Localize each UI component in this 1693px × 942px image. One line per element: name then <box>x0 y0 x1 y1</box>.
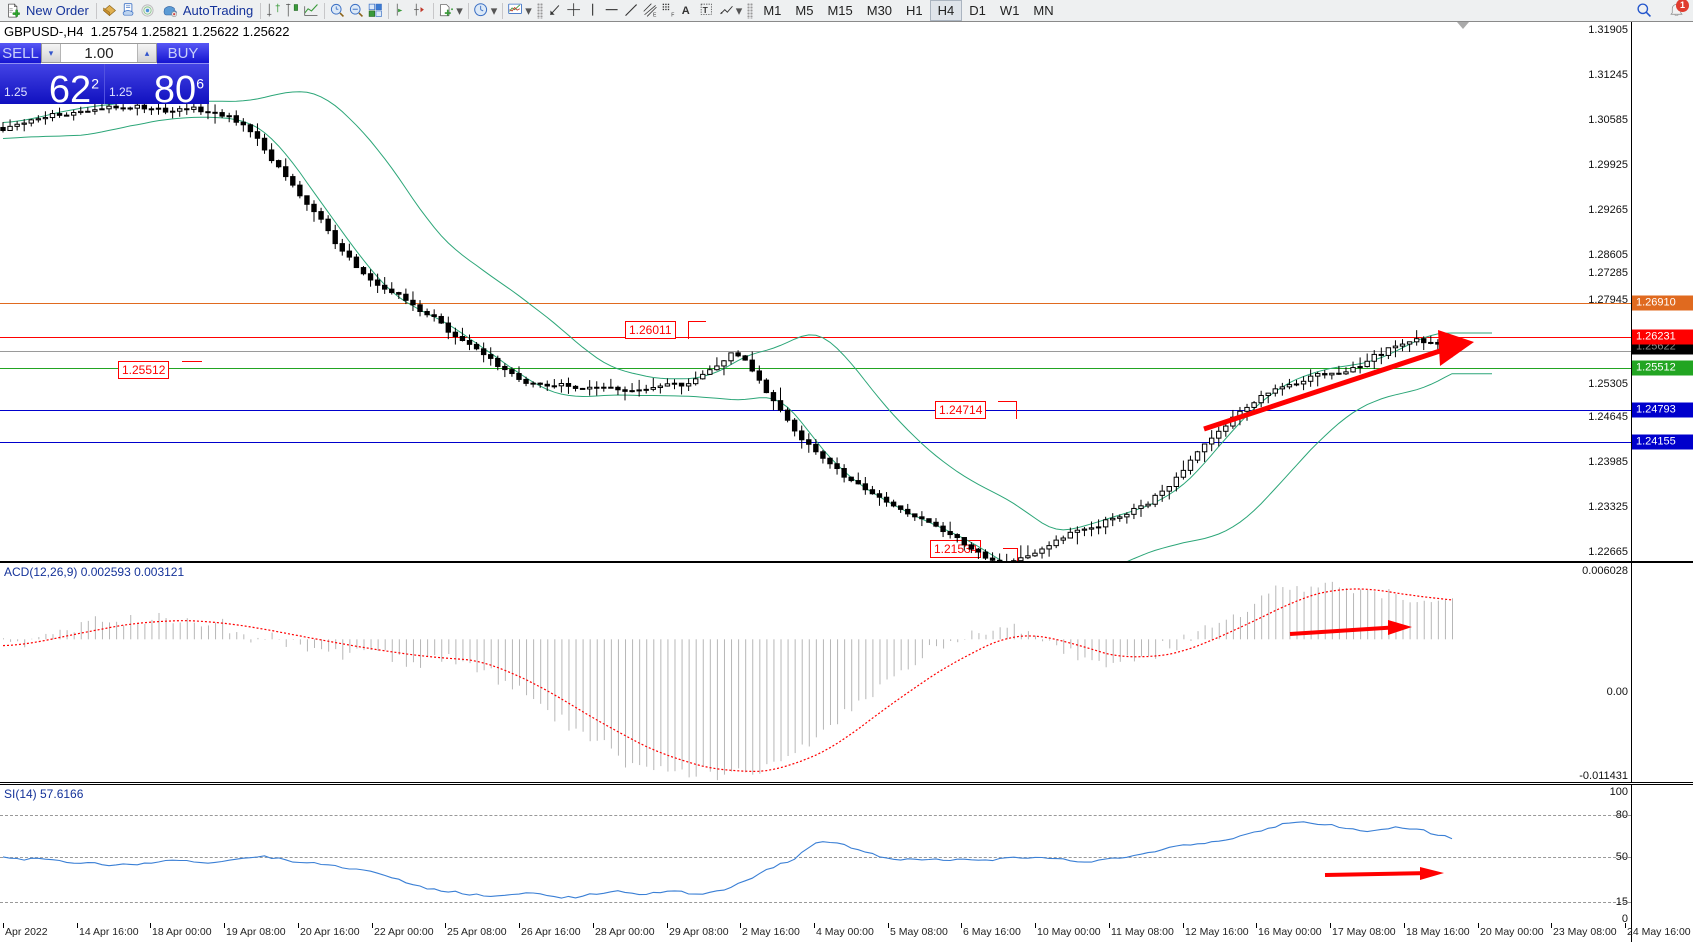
svg-text:A: A <box>681 5 689 17</box>
svg-text:F: F <box>671 12 674 18</box>
svg-text:T: T <box>702 5 708 15</box>
svg-text:E: E <box>653 12 657 18</box>
